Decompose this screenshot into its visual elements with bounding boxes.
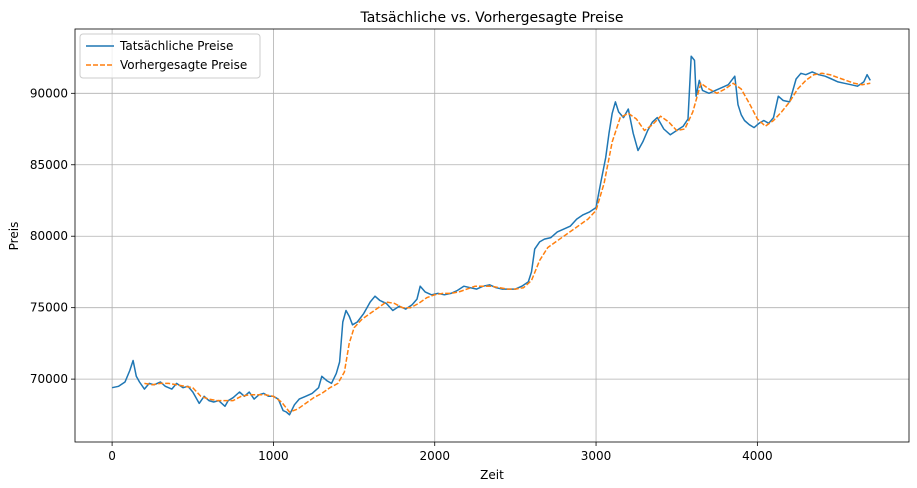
series-layer	[111, 55, 871, 416]
x-tick-label: 1000	[258, 449, 289, 463]
x-tick-label: 2000	[419, 449, 450, 463]
series-line-actual	[111, 55, 871, 416]
y-tick-label: 80000	[30, 229, 68, 243]
y-tick-label: 90000	[30, 86, 68, 100]
y-tick-label: 75000	[30, 301, 68, 315]
chart-title: Tatsächliche vs. Vorhergesagte Preise	[359, 10, 623, 26]
y-tick-label: 85000	[30, 158, 68, 172]
legend: Tatsächliche Preise Vorhergesagte Preise	[79, 33, 261, 79]
y-tick-label: 70000	[30, 372, 68, 386]
legend-label-predicted: Vorhergesagte Preise	[120, 58, 247, 72]
x-tick-label: 0	[108, 449, 116, 463]
plot-frame	[74, 28, 910, 443]
legend-label-actual: Tatsächliche Preise	[119, 39, 233, 53]
series-line-predicted	[144, 72, 871, 413]
x-tick-label: 4000	[742, 449, 773, 463]
legend-box	[79, 33, 261, 79]
x-tick-label: 3000	[581, 449, 612, 463]
y-axis-label: Preis	[7, 222, 21, 251]
axis-ticks: 0 1000 2000 3000 4000 70000 75000 80000 85000 900…	[30, 86, 773, 463]
grid-lines	[75, 29, 909, 442]
x-axis-label: Zeit	[480, 468, 504, 482]
